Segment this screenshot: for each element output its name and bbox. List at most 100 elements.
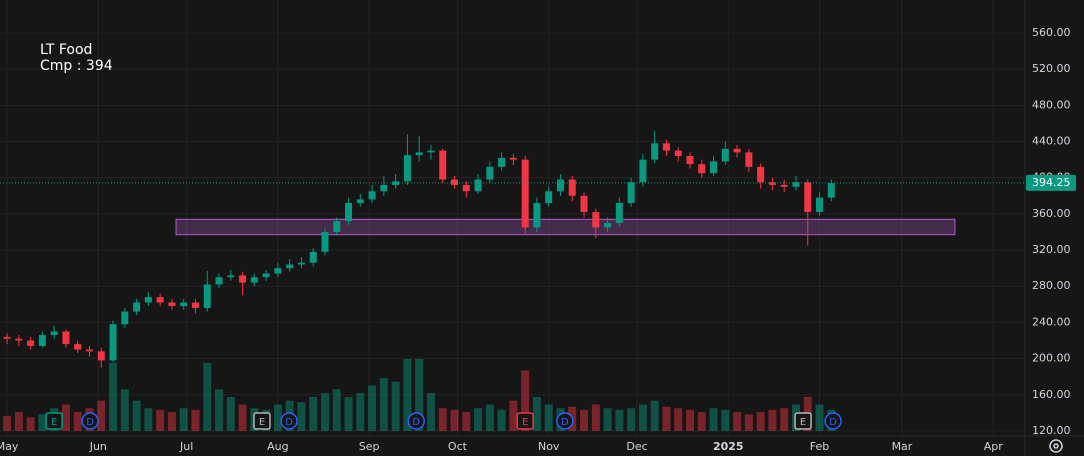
y-tick-label: 120.00 [1032,424,1071,437]
volume-bar [497,409,506,431]
volume-bar [686,409,695,431]
volume-bar [603,408,612,431]
event-badge [824,412,842,430]
candle-body [380,184,388,192]
event-label: E [259,417,265,428]
candle-body [156,297,164,303]
volume-bar [38,414,47,431]
candle-body [309,251,317,263]
candle-body [768,182,776,185]
x-tick-label: 2025 [713,440,744,453]
volume-bar [544,404,553,431]
candle-body [721,148,729,162]
y-tick-label: 440.00 [1032,135,1071,148]
volume-bar [509,400,518,431]
candle-body [651,143,659,160]
volume-bar [97,400,106,431]
y-tick-label: 360.00 [1032,207,1071,220]
candle-body [109,324,117,361]
candle-body [639,159,647,183]
candle-body [427,150,435,153]
candle-body [74,344,82,350]
candle-body [168,302,176,307]
candle-body [97,351,105,361]
candle-body [568,179,576,196]
volume-bar [120,389,129,431]
candle-body [733,148,741,153]
candle-body [368,191,376,200]
candle-body [50,331,58,336]
candle-body [545,191,553,204]
candle-body [451,179,459,185]
candle-body [486,166,494,180]
volume-bar [815,404,824,431]
event-label: E [51,417,57,428]
candle-body [392,181,400,185]
candle-body [627,182,635,204]
x-tick-label: Mar [892,440,913,453]
candle-body [580,195,588,213]
volume-bar [615,409,624,431]
volume-bar [521,370,530,431]
candle-body [356,199,364,204]
candle-body [62,331,70,345]
settings-icon[interactable] [1049,439,1063,453]
y-tick-label: 240.00 [1032,315,1071,328]
candle-body [3,336,11,339]
x-tick-label: Nov [538,440,560,453]
y-tick-label: 480.00 [1032,98,1071,111]
candle-body [191,302,199,308]
candle-body [274,268,282,274]
event-label: E [800,417,806,428]
event-badge [253,412,271,430]
volume-bar [332,389,341,431]
volume-bar [580,409,589,431]
candle-body [85,349,93,352]
volume-bar [450,409,459,431]
candle-body [203,284,211,308]
volume-bar [462,412,471,431]
volume-bar [344,396,353,431]
volume-bar [662,406,671,431]
candle-body [133,302,141,312]
candle-body [27,340,35,346]
candle-body [757,166,765,183]
volume-bar [203,362,212,431]
candle-body [121,311,129,325]
candle-body [403,155,411,182]
chart-subtitle: Cmp : 394 [40,58,113,74]
candle-body [250,277,258,283]
x-tick-label: Apr [984,440,1004,453]
candle-body [15,338,23,341]
volume-bar [591,404,600,431]
volume-bar [309,396,318,431]
volume-bar [144,408,153,431]
event-label: D [86,417,94,428]
x-tick-label: Dec [626,440,647,453]
volume-bar [226,396,235,431]
candle-body [662,143,670,151]
candle-body [38,335,46,346]
volume-bar [674,408,683,431]
volume-bar [368,385,377,431]
volume-bar [485,404,494,431]
event-label: D [412,417,420,428]
event-badge [516,412,534,430]
last-price-label: 394.25 [1032,176,1071,189]
volume-bar [474,408,483,431]
candle-body [827,183,835,198]
candle-body [227,275,235,278]
event-badge [556,412,574,430]
axes: 120.00 160.00 200.00 240.00 280.00 320.00 360.… [0,26,1076,453]
y-tick-label: 320.00 [1032,243,1071,256]
y-tick-label: 200.00 [1032,352,1071,365]
candle-body [792,182,800,187]
event-label: D [829,417,837,428]
event-label: D [285,417,293,428]
x-tick-label: Aug [267,440,288,453]
x-tick-label: Jun [89,440,107,453]
candle-body [498,157,506,167]
x-tick-label: Oct [448,440,468,453]
